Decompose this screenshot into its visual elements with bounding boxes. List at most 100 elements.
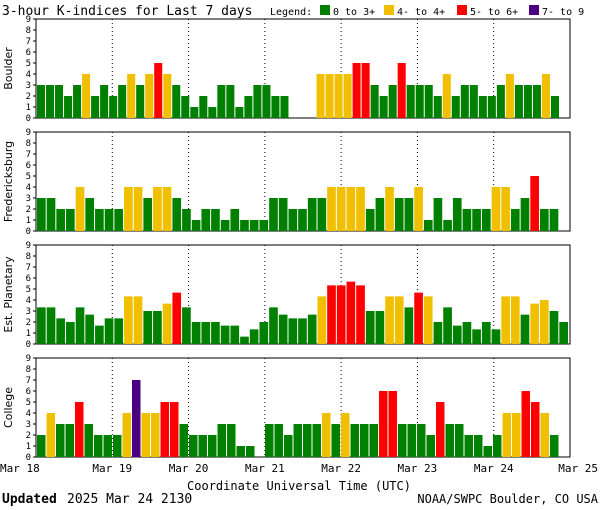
- k-index-bar: [369, 424, 378, 457]
- k-index-bar: [182, 209, 191, 231]
- k-index-bar: [172, 198, 182, 231]
- y-tick-label: 1: [26, 329, 31, 339]
- k-index-bar: [549, 209, 559, 231]
- k-index-bar: [189, 435, 198, 457]
- k-index-bar: [103, 435, 112, 457]
- y-tick-label: 6: [26, 48, 31, 58]
- y-tick-label: 8: [26, 139, 31, 149]
- k-index-bar: [505, 74, 514, 118]
- legend-entry-0: 0 to 3+: [333, 7, 375, 18]
- y-tick-label: 9: [26, 15, 31, 25]
- k-index-bar: [436, 402, 445, 457]
- k-index-bar: [118, 85, 127, 118]
- x-tick-label: Mar 18: [0, 462, 40, 475]
- k-index-bar: [172, 85, 181, 118]
- chart-header: 3-hour K-indices for Last 7 days Legend:…: [2, 4, 584, 19]
- k-index-bar: [520, 198, 530, 231]
- k-index-bar: [350, 424, 359, 457]
- k-index-bar: [271, 96, 280, 118]
- k-index-bar: [443, 220, 452, 231]
- y-tick-label: 9: [26, 241, 31, 251]
- x-tick-label: Mar 19: [92, 462, 132, 475]
- k-index-bar: [66, 322, 75, 344]
- k-index-bar: [346, 187, 356, 231]
- k-index-bar: [143, 198, 153, 231]
- k-index-bar: [127, 74, 136, 118]
- k-index-bar: [532, 85, 541, 118]
- k-index-bar: [269, 307, 278, 344]
- k-index-bar: [172, 292, 182, 344]
- k-index-bar: [191, 322, 201, 344]
- k-index-bar: [501, 187, 510, 231]
- k-index-bar: [303, 424, 312, 457]
- k-index-bar: [226, 85, 235, 118]
- k-index-bar: [474, 435, 483, 457]
- panel-label: Est. Planetary: [2, 256, 15, 333]
- k-index-bar: [426, 435, 435, 457]
- k-index-bar: [154, 63, 163, 118]
- k-index-bar: [240, 220, 249, 231]
- k-index-bar: [122, 413, 131, 457]
- k-index-bar: [269, 198, 278, 231]
- legend-swatch-2: [457, 5, 467, 15]
- k-index-bar: [491, 187, 501, 231]
- k-index-bar: [407, 424, 416, 457]
- k-index-bar: [514, 85, 523, 118]
- y-tick-label: 2: [26, 318, 31, 328]
- k-index-bar: [451, 96, 460, 118]
- k-index-bar: [312, 424, 321, 457]
- k-index-bar: [483, 446, 492, 457]
- k-index-bar: [278, 198, 288, 231]
- k-index-bar: [322, 413, 331, 457]
- k-index-bar: [240, 336, 249, 344]
- k-index-bar: [370, 85, 379, 118]
- y-tick-label: 0: [26, 340, 31, 350]
- y-tick-label: 2: [26, 205, 31, 215]
- k-index-bar: [37, 198, 46, 231]
- k-index-bar: [464, 435, 473, 457]
- k-index-bar: [46, 198, 56, 231]
- k-index-bar: [365, 311, 375, 344]
- k-index-bar: [85, 314, 95, 344]
- k-index-bar: [37, 85, 46, 118]
- k-index-bar: [496, 85, 505, 118]
- k-index-bar: [550, 96, 559, 118]
- k-index-bar: [132, 380, 141, 457]
- k-index-bar: [253, 85, 262, 118]
- footer-credit: NOAA/SWPC Boulder, CO USA: [417, 492, 598, 506]
- k-index-bar: [114, 209, 124, 231]
- k-index-bar: [343, 74, 352, 118]
- k-index-bar: [37, 307, 46, 344]
- x-axis: Mar 18 Mar 19 Mar 20 Mar 21 Mar 22 Mar 23 Mar …: [0, 462, 598, 475]
- k-index-bar: [199, 96, 208, 118]
- k-index-bar: [55, 85, 64, 118]
- x-tick-label: Mar 23: [398, 462, 438, 475]
- k-index-bar: [443, 307, 452, 344]
- k-index-bar: [316, 74, 325, 118]
- k-index-bar: [472, 329, 481, 344]
- k-index-bar: [523, 85, 532, 118]
- y-tick-label: 4: [26, 409, 31, 419]
- k-index-bar: [284, 435, 293, 457]
- x-tick-label: Mar 24: [474, 462, 514, 475]
- k-index-bar: [493, 435, 502, 457]
- k-index-bar: [262, 85, 271, 118]
- x-tick-label: Mar 22: [321, 462, 361, 475]
- k-index-bar: [37, 435, 46, 457]
- k-index-bar: [208, 107, 217, 118]
- y-tick-label: 3: [26, 81, 31, 91]
- k-index-bar: [95, 209, 104, 231]
- k-index-bar: [469, 85, 478, 118]
- k-index-bar: [404, 307, 414, 344]
- k-index-bar: [181, 96, 190, 118]
- k-index-bar: [375, 311, 385, 344]
- k-index-bar: [288, 318, 298, 344]
- k-index-bar: [64, 96, 73, 118]
- x-tick-label: Mar 25: [558, 462, 598, 475]
- k-index-bar: [491, 329, 501, 344]
- k-index-bar: [388, 391, 397, 457]
- k-index-bar: [341, 413, 350, 457]
